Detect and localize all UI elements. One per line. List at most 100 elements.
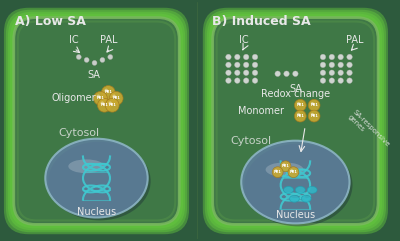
Text: IC: IC [69,35,79,45]
Circle shape [290,169,293,172]
Circle shape [252,62,258,68]
Circle shape [320,78,326,83]
FancyBboxPatch shape [203,8,388,234]
Circle shape [92,60,97,65]
Circle shape [252,70,258,75]
Circle shape [234,70,240,75]
Ellipse shape [241,141,350,223]
FancyBboxPatch shape [209,14,382,228]
Circle shape [284,71,289,76]
Circle shape [320,62,326,68]
Text: SA: SA [289,84,302,94]
FancyBboxPatch shape [12,16,181,226]
FancyBboxPatch shape [14,18,179,224]
Circle shape [338,70,344,75]
Ellipse shape [307,187,317,193]
Ellipse shape [290,195,299,202]
Text: B) Induced SA: B) Induced SA [212,15,310,28]
Text: PR1: PR1 [290,170,297,174]
Text: PR1: PR1 [282,164,290,168]
Circle shape [226,78,231,83]
Circle shape [275,169,277,172]
Circle shape [308,99,320,111]
Circle shape [84,58,89,62]
Circle shape [347,62,352,68]
FancyBboxPatch shape [213,18,378,224]
Circle shape [108,101,112,105]
Text: PAL: PAL [100,35,117,45]
Circle shape [329,78,334,83]
Ellipse shape [48,142,151,221]
Circle shape [94,91,107,105]
Text: Monomer: Monomer [238,106,284,116]
Ellipse shape [266,162,304,177]
Circle shape [102,86,115,99]
Circle shape [244,62,249,68]
Ellipse shape [295,187,305,193]
Circle shape [293,71,298,76]
Text: PR1: PR1 [108,103,116,107]
Circle shape [98,98,111,112]
Text: PR1: PR1 [100,103,108,107]
Text: Redox change: Redox change [261,89,330,100]
FancyBboxPatch shape [207,12,384,230]
Circle shape [226,70,231,75]
Circle shape [311,102,314,105]
Text: SA-responsive
genes: SA-responsive genes [346,109,391,153]
Circle shape [320,70,326,75]
Circle shape [252,78,258,83]
Ellipse shape [45,139,148,217]
Text: PR1: PR1 [296,114,304,118]
Circle shape [338,62,344,68]
Circle shape [347,54,352,60]
Text: PR1: PR1 [112,96,120,100]
Text: PR1: PR1 [296,103,304,107]
Circle shape [275,71,280,76]
Circle shape [234,54,240,60]
Circle shape [320,54,326,60]
Ellipse shape [301,195,311,202]
Text: IC: IC [239,35,249,45]
Circle shape [226,62,231,68]
Ellipse shape [68,159,104,173]
FancyBboxPatch shape [6,10,187,232]
Circle shape [105,98,119,112]
Text: PR1: PR1 [104,90,112,94]
Circle shape [244,78,249,83]
Text: PAL: PAL [346,35,363,45]
Circle shape [104,89,108,92]
Circle shape [282,163,285,166]
Circle shape [280,161,291,172]
FancyBboxPatch shape [10,14,183,228]
Circle shape [338,54,344,60]
Text: PR1: PR1 [96,96,104,100]
Circle shape [329,62,334,68]
Text: PR1: PR1 [310,114,318,118]
Circle shape [226,54,231,60]
Circle shape [297,113,300,116]
Circle shape [329,54,334,60]
Text: Nucleus: Nucleus [276,209,315,220]
Circle shape [338,78,344,83]
Text: Cytosol: Cytosol [230,136,272,146]
Circle shape [308,110,320,122]
Circle shape [347,70,352,75]
Circle shape [294,110,306,122]
Circle shape [244,54,249,60]
Circle shape [288,167,299,178]
FancyBboxPatch shape [8,12,185,230]
Circle shape [294,99,306,111]
Text: Nucleus: Nucleus [77,207,116,217]
Ellipse shape [284,187,294,193]
Circle shape [329,70,334,75]
Circle shape [297,102,300,105]
Text: PR1: PR1 [310,103,318,107]
Text: PR1: PR1 [274,170,282,174]
Circle shape [108,54,113,60]
Circle shape [100,101,104,105]
Circle shape [347,78,352,83]
FancyBboxPatch shape [205,10,386,232]
Circle shape [234,62,240,68]
Circle shape [97,94,100,98]
Text: SA: SA [87,70,100,80]
